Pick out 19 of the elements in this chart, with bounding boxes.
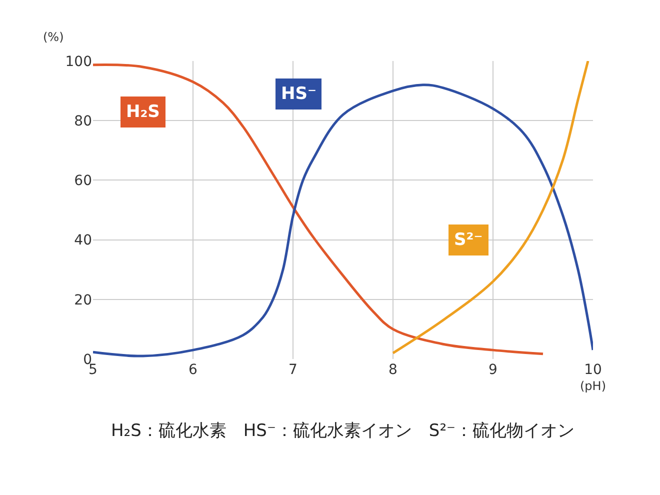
y-axis-title: (%): [43, 30, 64, 44]
y-tick-label: 60: [74, 173, 92, 190]
line-series: [93, 84, 593, 358]
x-tick-label: 6: [188, 362, 198, 378]
line-series: [93, 63, 544, 356]
x-tick-label: 8: [388, 362, 398, 378]
series-label: HS⁻: [281, 84, 316, 104]
y-tick-label: 20: [74, 292, 92, 308]
line-series: [392, 61, 590, 354]
x-tick-label: 10: [584, 362, 602, 378]
series-label: H₂S: [126, 102, 160, 122]
x-axis-title: (pH): [580, 379, 606, 393]
y-tick-label: 40: [74, 232, 92, 249]
x-tick-label: 7: [288, 362, 298, 378]
text: H₂S：硫化水素 HS⁻：硫化水素イオン S²⁻：硫化物イオン: [111, 421, 575, 441]
y-tick-label: 80: [74, 114, 92, 130]
series-label: S²⁻: [454, 230, 483, 250]
x-tick-label: 9: [488, 362, 498, 378]
y-tick-label: 100: [65, 54, 92, 70]
